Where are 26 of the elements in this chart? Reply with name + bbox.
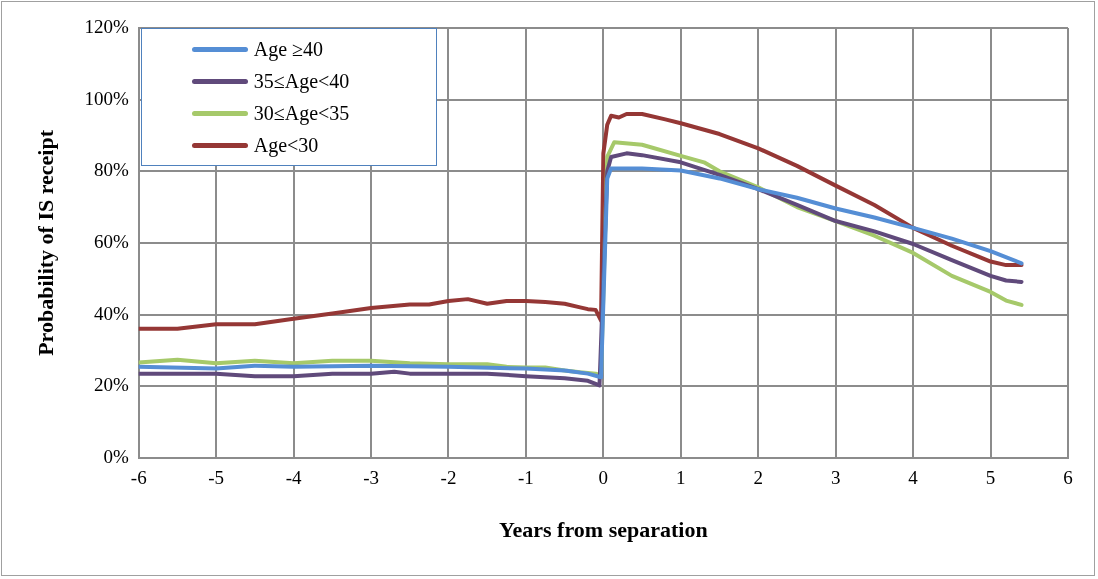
y-tick-label: 40% bbox=[93, 302, 129, 324]
x-axis-title: Years from separation bbox=[499, 517, 708, 543]
y-tick-label: 120% bbox=[84, 15, 129, 37]
x-tick-label: 4 bbox=[908, 467, 919, 489]
x-tick-label: -3 bbox=[363, 467, 379, 489]
x-tick-label: 3 bbox=[830, 467, 841, 489]
y-tick-label: 20% bbox=[93, 374, 129, 396]
legend-label: 35≤Age<40 bbox=[253, 69, 350, 93]
x-tick-label: -1 bbox=[518, 467, 534, 489]
y-tick-label: 0% bbox=[103, 445, 129, 467]
x-tick-label: -2 bbox=[440, 467, 457, 489]
y-axis-title: Probability of IS receipt bbox=[32, 129, 58, 356]
x-tick-label: 1 bbox=[676, 467, 686, 489]
x-tick-label: -6 bbox=[130, 467, 147, 489]
x-tick-label: 2 bbox=[753, 467, 763, 489]
x-tick-label: -4 bbox=[285, 467, 303, 489]
y-tick-label: 80% bbox=[93, 159, 129, 181]
legend-label: Age ≥40 bbox=[253, 37, 324, 61]
x-tick-label: -5 bbox=[208, 467, 225, 489]
x-tick-label: 0 bbox=[598, 467, 609, 489]
y-tick-label: 60% bbox=[93, 230, 129, 252]
legend-label: 30≤Age<35 bbox=[253, 101, 350, 125]
y-tick-label: 100% bbox=[84, 87, 129, 109]
legend-label: Age<30 bbox=[253, 133, 319, 157]
x-tick-label: 5 bbox=[985, 467, 996, 489]
x-tick-label: 6 bbox=[1063, 467, 1073, 489]
